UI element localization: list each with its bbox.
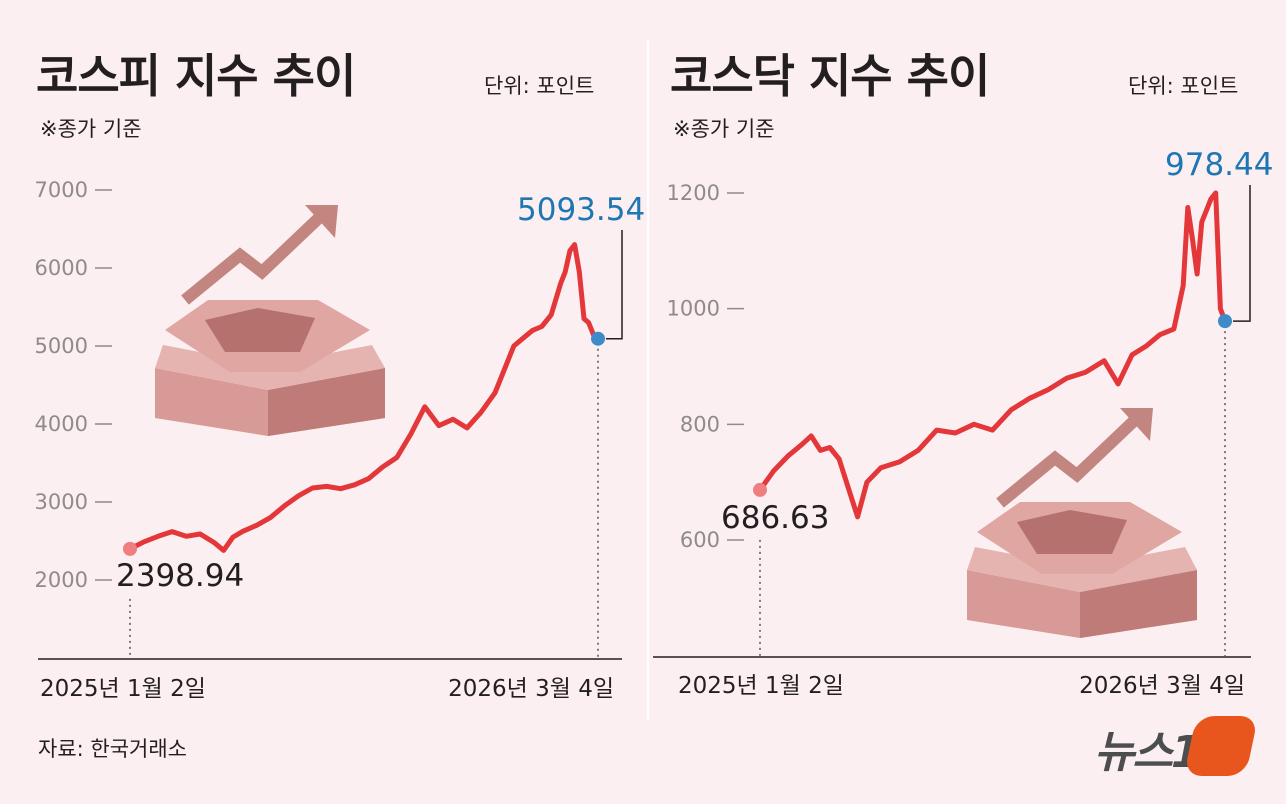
kospi-y-tick-label: 6000 <box>35 256 88 280</box>
rising-arrow-over-pedestal-icon <box>155 205 385 436</box>
kosdaq-y-tick-label: 1000 <box>667 297 720 321</box>
kospi-end-value-label: 5093.54 <box>517 192 645 228</box>
news1-logo: 뉴스1 <box>1094 712 1264 784</box>
kospi-x-end-label: 2026년 3월 4일 <box>448 676 614 702</box>
kosdaq-end-point <box>1218 314 1232 329</box>
source-credit: 자료: 한국거래소 <box>38 737 187 761</box>
kosdaq-y-tick-label: 1200 <box>667 181 720 205</box>
kospi-end-leader-line <box>606 230 623 340</box>
kospi-note: ※종가 기준 <box>40 117 142 141</box>
kosdaq-note: ※종가 기준 <box>673 117 775 141</box>
kospi-unit-label: 단위: 포인트 <box>484 74 595 98</box>
kosdaq-y-axis: 600 800 1000 1200 <box>667 181 744 552</box>
kosdaq-end-leader-line <box>1233 185 1251 322</box>
kospi-y-tick-label: 2000 <box>35 568 88 592</box>
kospi-y-tick-label: 5000 <box>35 334 88 358</box>
kosdaq-start-point <box>753 482 767 497</box>
kospi-title: 코스피 지수 추이 <box>36 49 356 103</box>
kosdaq-x-end-label: 2026년 3월 4일 <box>1079 673 1245 699</box>
kospi-panel: 코스피 지수 추이 단위: 포인트 ※종가 기준 2000 3000 4000 500… <box>0 0 646 720</box>
kospi-start-point <box>123 541 137 556</box>
panel-divider <box>647 40 649 720</box>
kosdaq-unit-label: 단위: 포인트 <box>1128 74 1239 98</box>
kospi-y-axis: 2000 3000 4000 5000 6000 7000 <box>35 178 112 592</box>
kosdaq-start-value-label: 686.63 <box>721 500 829 536</box>
kosdaq-y-tick-label: 800 <box>680 412 720 436</box>
kospi-y-tick-label: 7000 <box>35 178 88 202</box>
kosdaq-series-line <box>757 190 1228 520</box>
kosdaq-line-chart: 600 800 1000 1200 686.63 978.44 2025년 1월 2일… <box>653 147 1273 699</box>
kospi-start-value-label: 2398.94 <box>116 558 244 594</box>
kosdaq-panel: 코스닥 지수 추이 단위: 포인트 ※종가 기준 600 800 1000 1200 … <box>645 0 1286 720</box>
news1-logo-text: 뉴스1 <box>1094 727 1202 778</box>
kospi-x-start-label: 2025년 1월 2일 <box>40 676 206 702</box>
kosdaq-y-tick-label: 600 <box>680 528 720 552</box>
kospi-line-chart: 2000 3000 4000 5000 6000 7000 2398.94 5093.54… <box>35 178 646 702</box>
kosdaq-x-start-label: 2025년 1월 2일 <box>678 673 844 699</box>
kospi-series-line <box>127 242 601 553</box>
rising-arrow-over-pedestal-icon <box>967 408 1197 638</box>
kosdaq-title: 코스닥 지수 추이 <box>670 49 990 103</box>
kospi-end-point <box>591 331 605 346</box>
kospi-y-tick-label: 3000 <box>35 490 88 514</box>
kosdaq-end-value-label: 978.44 <box>1165 147 1273 183</box>
kospi-y-tick-label: 4000 <box>35 412 88 436</box>
